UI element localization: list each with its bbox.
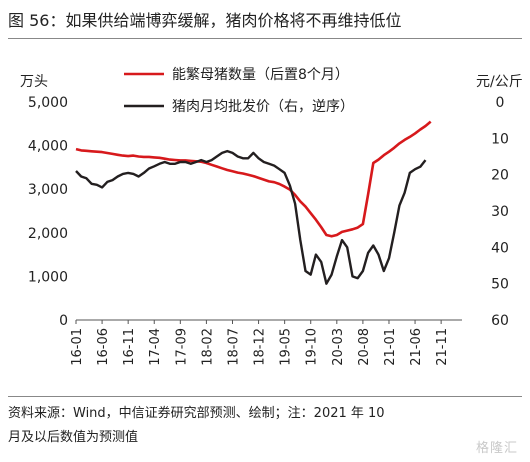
x-tick-label: 16-01 [70,328,85,366]
left-axis-unit: 万头 [20,74,48,90]
x-tick-label: 16-11 [122,328,137,366]
watermark-logo: 格隆汇 [475,441,518,456]
legend-label: 猪肉月均批发价（右，逆序） [172,99,354,115]
left-tick-label: 0 [59,313,68,329]
chart-series [75,120,432,285]
legend-label: 能繁母猪数量（后置8个月） [172,67,349,83]
source-note-line-1: 资料来源：Wind，中信证券研究部预测、绘制；注：2021 年 10 [8,406,385,421]
x-tick-label: 21-11 [435,328,450,366]
left-tick-label: 2,000 [28,226,68,242]
right-tick-label: 40 [491,240,509,256]
right-tick-label: 60 [491,313,509,329]
x-tick-label: 21-06 [409,328,424,366]
right-tick-label: 20 [491,168,509,184]
x-tick-label: 20-08 [357,328,372,366]
x-tick-label: 18-02 [200,328,215,366]
x-tick-label: 19-05 [279,328,294,366]
left-tick-label: 4,000 [28,139,68,155]
right-axis-unit: 元/公斤 [476,74,523,90]
right-tick-label: 10 [491,131,509,147]
chart-legend: 能繁母猪数量（后置8个月） 猪肉月均批发价（右，逆序） [124,67,354,115]
left-tick-label: 5,000 [28,95,68,111]
source-divider [8,396,522,397]
left-tick-label: 1,000 [28,269,68,285]
left-tick-label: 3,000 [28,182,68,198]
x-tick-label: 16-06 [96,328,111,366]
x-tick-label: 17-04 [148,328,163,366]
x-tick-label: 19-10 [305,328,320,366]
dual-axis-line-chart: 0 1,000 2,000 3,000 4,000 5,000 0 10 20 30 40 50 60 万… [20,67,523,366]
x-tick-label: 21-01 [383,328,398,366]
x-tick-label: 18-07 [226,328,241,366]
right-tick-label: 50 [491,277,509,293]
title-divider [8,38,522,39]
source-note-line-2: 月及以后数值为预测值 [8,430,139,445]
x-tick-label: 17-09 [174,328,189,366]
x-tick-label: 18-12 [253,328,268,366]
right-tick-label: 30 [491,204,509,220]
x-tick-label: 20-03 [331,328,346,366]
pork-price-line [75,149,427,285]
sow-inventory-line [75,120,432,238]
figure-title: 图 56：如果供给端博弈缓解，猪肉价格将不再维持低位 [8,11,402,30]
chart-axes: 0 1,000 2,000 3,000 4,000 5,000 0 10 20 30 40 50 60 万… [20,74,523,366]
source-note: 资料来源：Wind，中信证券研究部预测、绘制；注：2021 年 10 月及以后数… [8,402,522,450]
right-tick-label: 0 [496,95,505,111]
